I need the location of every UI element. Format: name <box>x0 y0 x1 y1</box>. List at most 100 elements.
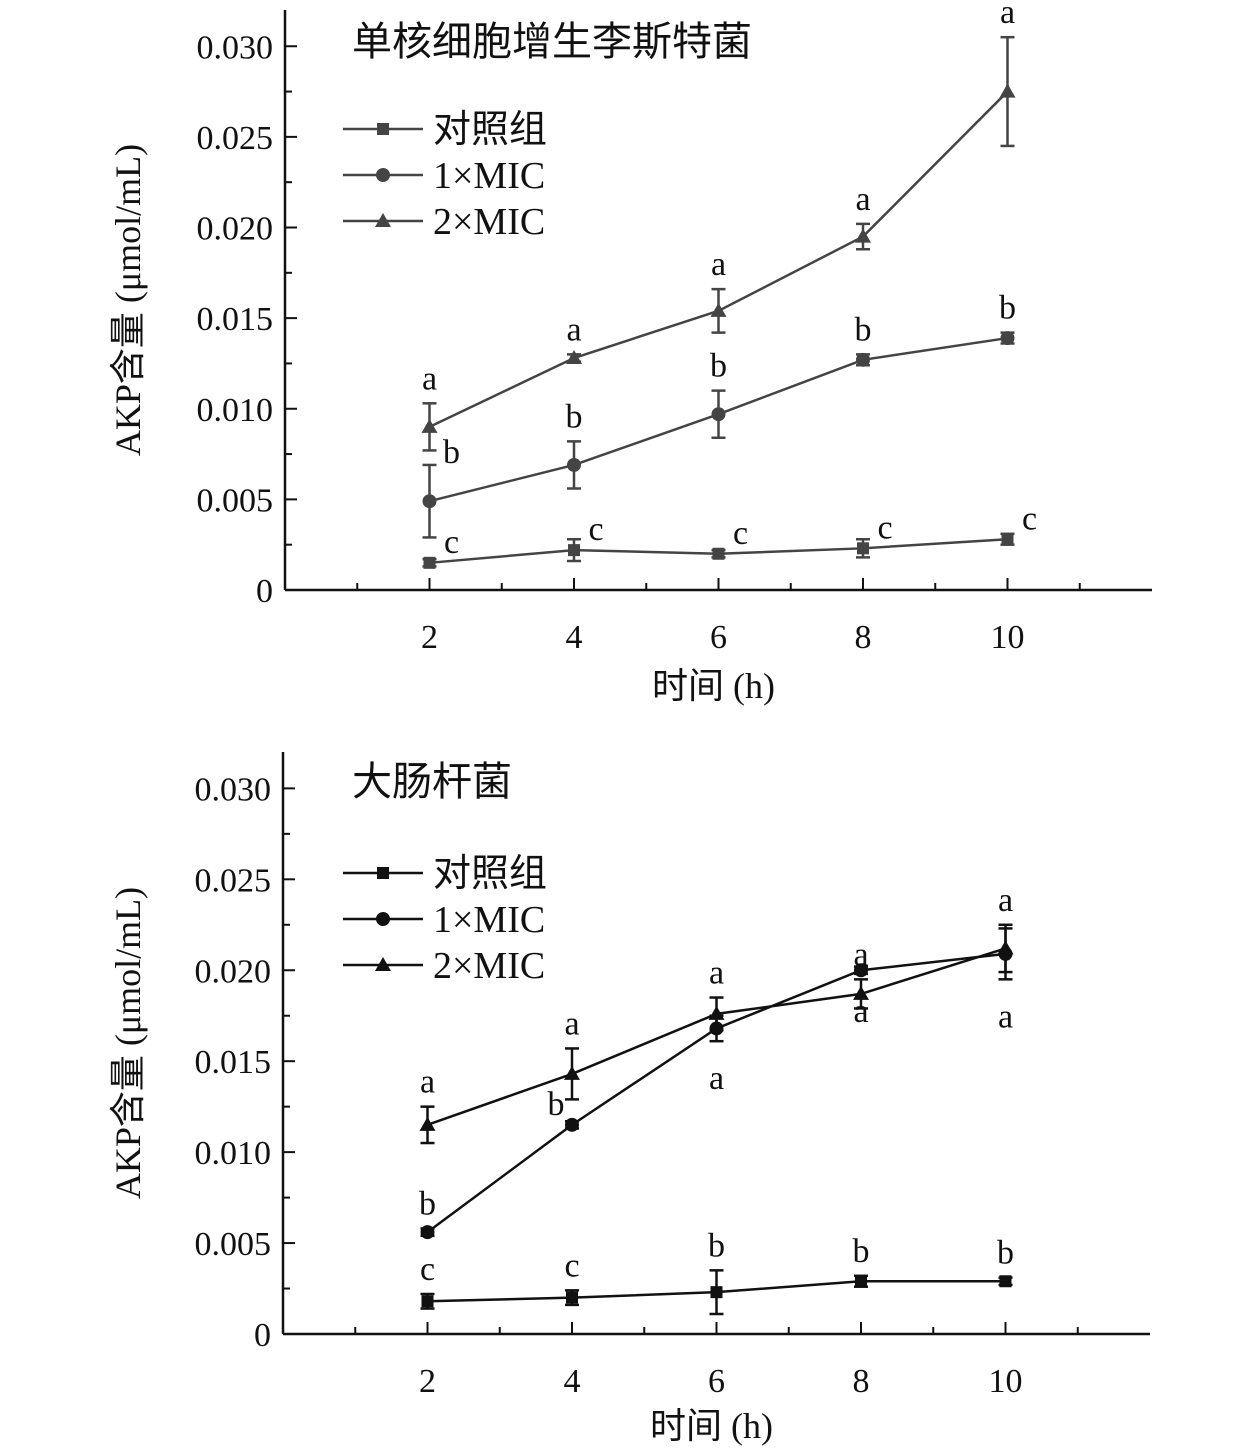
x-tick-label: 6 <box>708 1363 725 1400</box>
chart-panel-1: 2 4 6 8 10 0 0.005 0.010 0.015 0.020 0.025 0.030 时间 … <box>108 0 1152 706</box>
data-point <box>1000 331 1015 346</box>
data-point <box>421 1295 434 1308</box>
data-point <box>710 1286 723 1299</box>
significance-label: b <box>999 290 1016 327</box>
significance-label: b <box>710 348 727 385</box>
significance-label: b <box>997 1235 1014 1272</box>
y-axis-title: AKP含量 (μmol/mL) <box>108 144 148 456</box>
y-tick-label: 0.025 <box>197 120 274 157</box>
x-tick-label: 10 <box>989 1363 1023 1400</box>
data-point <box>423 556 436 569</box>
y-tick-label: 0.010 <box>195 1135 272 1172</box>
data-point <box>710 302 727 317</box>
legend-marker <box>377 123 389 135</box>
data-point <box>564 1065 580 1080</box>
legend-label: 1×MIC <box>433 155 545 197</box>
data-point <box>999 1275 1012 1288</box>
significance-label: a <box>420 1064 435 1101</box>
y-tick-label: 0.025 <box>195 862 272 899</box>
panel-title: 大肠杆菌 <box>352 759 512 804</box>
data-point <box>855 1275 867 1288</box>
legend-marker <box>375 957 391 971</box>
legend-marker <box>375 213 391 227</box>
significance-label: a <box>566 311 581 348</box>
significance-label: a <box>422 360 437 397</box>
significance-label: a <box>1000 0 1015 31</box>
y-tick-label: 0.005 <box>197 482 274 519</box>
data-point <box>856 352 870 367</box>
x-tick-label: 2 <box>419 1363 436 1400</box>
data-point <box>855 228 871 243</box>
significance-label: b <box>853 1233 870 1270</box>
significance-label: b <box>443 434 460 471</box>
x-tick-label: 6 <box>710 619 727 656</box>
y-tick-label: 0.015 <box>195 1044 272 1081</box>
data-point <box>712 547 725 560</box>
significance-label: a <box>855 181 870 218</box>
significance-label: b <box>708 1227 725 1264</box>
data-point <box>857 542 869 555</box>
data-point <box>999 83 1016 98</box>
y-tick-label: 0.005 <box>195 1226 272 1263</box>
x-tick-label: 4 <box>566 619 583 656</box>
series-3: a a a a a 2×MIC <box>343 0 1016 452</box>
data-point <box>421 418 438 433</box>
legend-marker <box>376 168 390 182</box>
x-axis-title: 时间 (h) <box>650 1406 773 1446</box>
data-point <box>997 940 1014 955</box>
significance-label: b <box>419 1186 436 1223</box>
data-point <box>853 985 869 1000</box>
y-tick-label: 0 <box>254 1317 271 1354</box>
legend-marker <box>377 867 389 879</box>
significance-label: a <box>709 955 724 992</box>
significance-label: a <box>709 1060 724 1097</box>
x-tick-label: 8 <box>853 1363 870 1400</box>
y-tick-label: 0.030 <box>197 29 274 66</box>
significance-label: a <box>998 882 1013 919</box>
data-point <box>565 1117 579 1132</box>
significance-label: a <box>564 1005 579 1042</box>
significance-label: c <box>877 509 892 546</box>
legend-marker <box>376 912 390 926</box>
panel-title: 单核细胞增生李斯特菌 <box>352 19 752 64</box>
data-point <box>420 1225 435 1240</box>
significance-label: c <box>420 1251 435 1288</box>
significance-label: a <box>853 993 868 1030</box>
significance-label: c <box>1022 500 1037 537</box>
y-tick-label: 0.015 <box>197 301 274 338</box>
significance-label: a <box>711 246 726 283</box>
data-point <box>566 1291 578 1304</box>
data-point <box>567 457 581 472</box>
x-tick-label: 10 <box>991 619 1025 656</box>
x-tick-label: 4 <box>564 1363 581 1400</box>
data-point <box>568 544 580 557</box>
x-tick-label: 8 <box>855 619 872 656</box>
series-1: c c c c c 对照组 <box>343 109 1037 569</box>
y-tick-label: 0.020 <box>195 953 272 990</box>
legend-label: 2×MIC <box>433 201 545 243</box>
y-tick-label: 0 <box>256 573 273 610</box>
x-tick-label: 2 <box>421 619 438 656</box>
legend-label: 对照组 <box>433 109 547 151</box>
y-tick-label: 0.020 <box>197 211 274 248</box>
significance-label: b <box>548 1086 565 1123</box>
data-point <box>419 1116 436 1131</box>
significance-label: a <box>853 936 868 973</box>
y-tick-label: 0.010 <box>197 392 274 429</box>
legend-label: 1×MIC <box>433 899 545 941</box>
data-point <box>711 407 726 422</box>
data-point <box>708 1005 725 1020</box>
chart-panel-2: 2 4 6 8 10 0 0.005 0.010 0.015 0.020 0.025 0.030 时间 … <box>108 752 1150 1446</box>
data-point <box>422 494 437 509</box>
data-point <box>566 350 582 364</box>
significance-label: c <box>733 515 748 552</box>
legend-label: 对照组 <box>433 853 547 895</box>
significance-label: a <box>998 998 1013 1035</box>
data-point <box>1001 533 1014 546</box>
significance-label: c <box>564 1247 579 1284</box>
significance-label: b <box>855 311 872 348</box>
data-point <box>854 963 868 978</box>
